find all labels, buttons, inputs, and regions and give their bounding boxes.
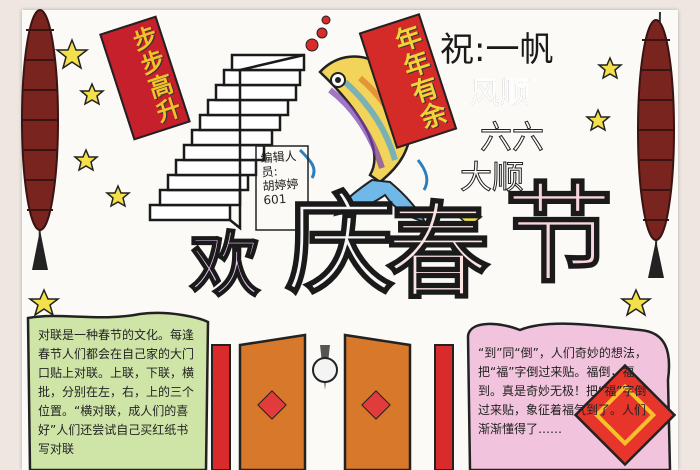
editor-box bbox=[255, 145, 309, 231]
firecracker-string-left bbox=[21, 9, 59, 270]
wish-line-2: 风顺 bbox=[470, 76, 531, 112]
text-left: 对联是一种春节的文化。每逢春节人们都会在自己家的大门口贴上对联。上联，下联，横批… bbox=[38, 328, 195, 456]
fu-diamond-drawing bbox=[573, 363, 677, 467]
firecracker-string-right bbox=[637, 11, 675, 278]
wish-line-1: 祝:一帆 bbox=[440, 30, 554, 70]
title-char-3: 春 bbox=[385, 191, 491, 313]
wish-line-4: 大顺 bbox=[459, 158, 525, 197]
title-char-4: 节 bbox=[504, 173, 614, 298]
star-decorations bbox=[27, 37, 653, 317]
wish-line-3: 六六 bbox=[479, 118, 545, 157]
text-box-left bbox=[26, 311, 210, 470]
editor-label: 编辑人员: bbox=[260, 149, 298, 180]
staircase-drawing bbox=[148, 53, 306, 231]
title-char-2: 庆 bbox=[284, 181, 396, 309]
title-char-1: 欢 bbox=[189, 224, 261, 306]
door-drawing bbox=[211, 333, 454, 470]
text-right: “到”同“倒”，人们奇妙的想法，把“福”字倒过来贴。福倒，福到。真是奇妙无极！把… bbox=[478, 346, 647, 436]
